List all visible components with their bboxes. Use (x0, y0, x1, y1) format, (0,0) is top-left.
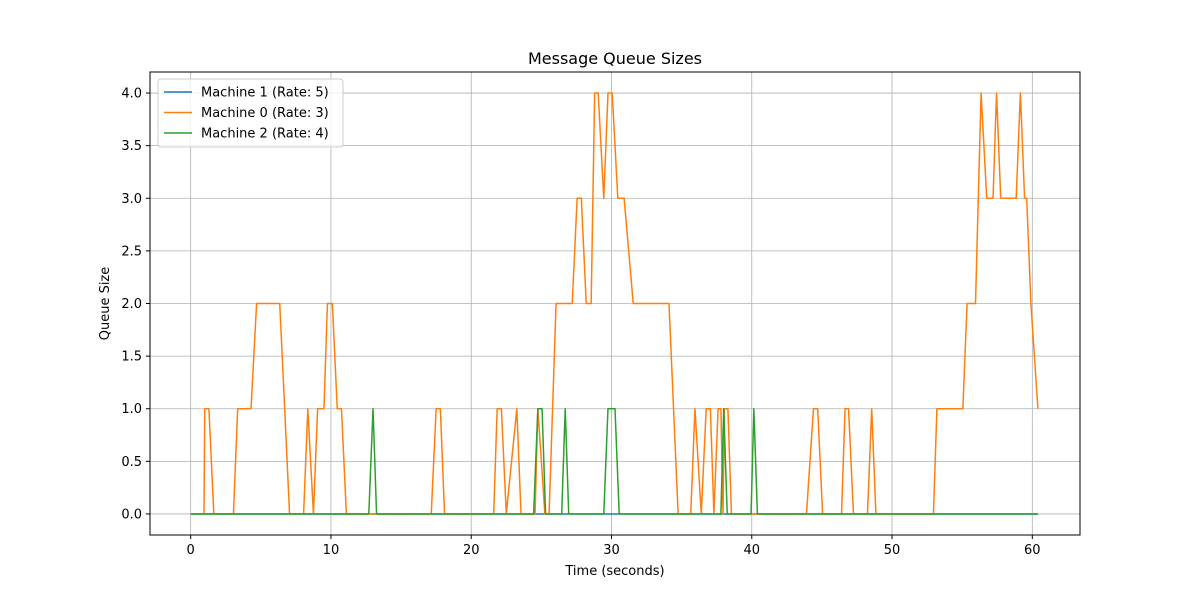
x-tick-label: 10 (323, 543, 340, 558)
legend-label: Machine 2 (Rate: 4) (201, 127, 329, 142)
legend: Machine 1 (Rate: 5) Machine 0 (Rate: 3) Ma… (157, 78, 344, 148)
y-tick-label: 4.0 (121, 87, 142, 102)
legend-box (157, 78, 344, 148)
x-tick-label: 60 (1024, 543, 1041, 558)
y-tick-label: 2.5 (121, 244, 142, 259)
x-tick-label: 0 (187, 543, 195, 558)
y-tick-label: 1.5 (121, 350, 142, 365)
y-tick-label: 3.5 (121, 139, 142, 154)
y-tick-label: 3.0 (121, 192, 142, 207)
ticks: 0 10 20 30 40 50 60 0.0 0.5 1.0 1.5 2.0 2.5 3.0 3.5 4.0 (121, 87, 1040, 558)
x-tick-label: 20 (463, 543, 480, 558)
series-lines (190, 92, 1039, 515)
series-line-2 (190, 407, 1038, 515)
x-tick-label: 40 (743, 543, 760, 558)
series-line-1 (190, 92, 1039, 515)
y-tick-label: 1.0 (121, 402, 142, 417)
x-tick-label: 50 (884, 543, 901, 558)
y-tick-label: 0.5 (121, 455, 142, 470)
y-axis-label: Queue Size (98, 267, 113, 341)
x-axis-label: Time (seconds) (564, 564, 664, 579)
y-tick-label: 2.0 (121, 297, 142, 312)
chart-title: Message Queue Sizes (528, 49, 702, 68)
y-tick-label: 0.0 (121, 507, 142, 522)
legend-label: Machine 1 (Rate: 5) (201, 86, 329, 101)
x-tick-label: 30 (603, 543, 620, 558)
legend-label: Machine 0 (Rate: 3) (201, 106, 329, 121)
